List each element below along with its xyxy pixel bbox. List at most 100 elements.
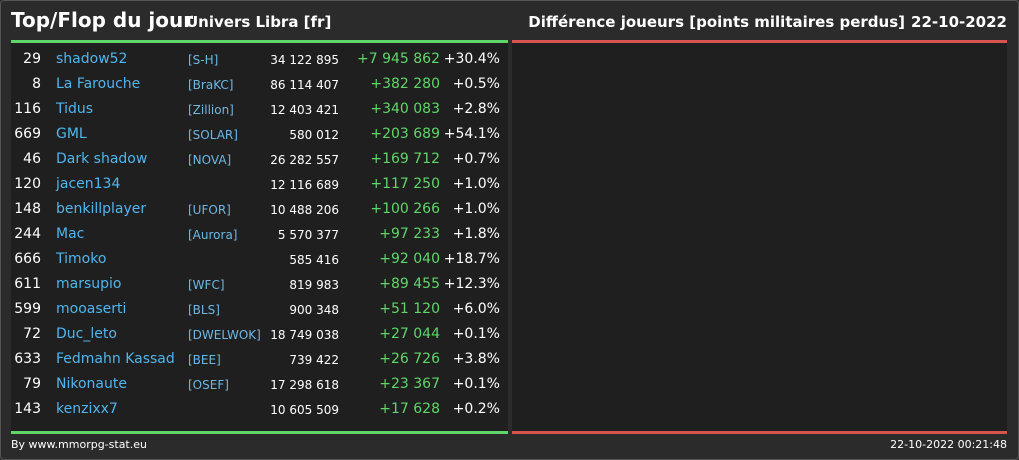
- list-item: 120 jacen134 12 116 689 +117 250 +1.0%: [11, 172, 508, 197]
- percent-change: +0.2%: [452, 401, 500, 417]
- points-difference: +92 040: [379, 251, 440, 267]
- list-item: 116 Tidus [Zillion] 12 403 421 +340 083 +2.8%: [11, 97, 508, 122]
- top-list: 29 shadow52 [S-H] 34 122 895 +7 945 862 +30.4…: [11, 47, 508, 422]
- player-name-link[interactable]: jacen134: [56, 176, 121, 192]
- player-points: 900 348: [289, 303, 339, 317]
- player-rank: 29: [23, 51, 41, 67]
- player-name-link[interactable]: Dark shadow: [56, 151, 148, 167]
- percent-change: +0.5%: [452, 76, 500, 92]
- list-item: 72 Duc_leto [DWELWOK] 18 749 038 +27 044 +0.1…: [11, 322, 508, 347]
- alliance-tag-link[interactable]: [BLS]: [188, 303, 220, 317]
- list-item: 8 La Farouche [BraKC] 86 114 407 +382 280 +0.…: [11, 72, 508, 97]
- player-points: 580 012: [289, 128, 339, 142]
- percent-change: +0.1%: [452, 376, 500, 392]
- player-name-link[interactable]: shadow52: [56, 51, 128, 67]
- flop-panel: [512, 43, 1007, 431]
- list-item: 611 marsupio [WFC] 819 983 +89 455 +12.3%: [11, 272, 508, 297]
- alliance-tag-link[interactable]: [S-H]: [188, 53, 219, 67]
- player-rank: 666: [14, 251, 41, 267]
- player-rank: 8: [32, 76, 41, 92]
- list-item: 669 GML [SOLAR] 580 012 +203 689 +54.1%: [11, 122, 508, 147]
- percent-change: +1.0%: [452, 201, 500, 217]
- list-item: 599 mooaserti [BLS] 900 348 +51 120 +6.0%: [11, 297, 508, 322]
- universe-label: Univers Libra [fr]: [186, 13, 332, 31]
- percent-change: +1.8%: [452, 226, 500, 242]
- footer-credit[interactable]: By www.mmorpg-stat.eu: [11, 438, 147, 451]
- player-name-link[interactable]: GML: [56, 126, 87, 142]
- header: Top/Flop du jour Univers Libra [fr] Diff…: [0, 0, 1019, 40]
- page-title: Top/Flop du jour: [11, 8, 194, 32]
- alliance-tag-link[interactable]: [Aurora]: [188, 228, 238, 242]
- list-item: 79 Nikonaute [OSEF] 17 298 618 +23 367 +0.1%: [11, 372, 508, 397]
- alliance-tag-link[interactable]: [OSEF]: [188, 378, 229, 392]
- percent-change: +2.8%: [452, 101, 500, 117]
- alliance-tag-link[interactable]: [NOVA]: [188, 153, 232, 167]
- alliance-tag-link[interactable]: [UFOR]: [188, 203, 231, 217]
- player-name-link[interactable]: kenzixx7: [56, 401, 118, 417]
- points-difference: +97 233: [379, 226, 440, 242]
- player-points: 86 114 407: [270, 78, 339, 92]
- player-points: 12 403 421: [270, 103, 339, 117]
- alliance-tag-link[interactable]: [BEE]: [188, 353, 221, 367]
- points-difference: +169 712: [370, 151, 440, 167]
- player-points: 12 116 689: [270, 178, 339, 192]
- percent-change: +0.7%: [452, 151, 500, 167]
- list-item: 633 Fedmahn Kassad [BEE] 739 422 +26 726 +3.8…: [11, 347, 508, 372]
- points-difference: +23 367: [379, 376, 440, 392]
- points-difference: +17 628: [379, 401, 440, 417]
- player-points: 17 298 618: [270, 378, 339, 392]
- percent-change: +0.1%: [452, 326, 500, 342]
- player-rank: 143: [14, 401, 41, 417]
- alliance-tag-link[interactable]: [BraKC]: [188, 78, 234, 92]
- list-item: 29 shadow52 [S-H] 34 122 895 +7 945 862 +30.4…: [11, 47, 508, 72]
- player-name-link[interactable]: benkillplayer: [56, 201, 147, 217]
- player-rank: 46: [23, 151, 41, 167]
- player-name-link[interactable]: mooaserti: [56, 301, 127, 317]
- percent-change: +18.7%: [443, 251, 500, 267]
- player-name-link[interactable]: Fedmahn Kassad: [56, 351, 175, 367]
- player-name-link[interactable]: Mac: [56, 226, 85, 242]
- percent-change: +54.1%: [443, 126, 500, 142]
- alliance-tag-link[interactable]: [DWELWOK]: [188, 328, 261, 342]
- points-difference: +117 250: [370, 176, 440, 192]
- alliance-tag-link[interactable]: [WFC]: [188, 278, 225, 292]
- points-difference: +26 726: [379, 351, 440, 367]
- top-panel: [11, 43, 508, 431]
- points-difference: +51 120: [379, 301, 440, 317]
- player-rank: 79: [23, 376, 41, 392]
- player-rank: 116: [14, 101, 41, 117]
- points-difference: +27 044: [379, 326, 440, 342]
- points-difference: +7 945 862: [357, 51, 440, 67]
- percent-change: +3.8%: [452, 351, 500, 367]
- player-name-link[interactable]: Nikonaute: [56, 376, 127, 392]
- alliance-tag-link[interactable]: [SOLAR]: [188, 128, 238, 142]
- player-name-link[interactable]: Duc_leto: [56, 326, 117, 342]
- player-rank: 244: [14, 226, 41, 242]
- player-points: 10 488 206: [270, 203, 339, 217]
- player-name-link[interactable]: La Farouche: [56, 76, 141, 92]
- alliance-tag-link[interactable]: [Zillion]: [188, 103, 234, 117]
- footer-timestamp: 22-10-2022 00:21:48: [890, 438, 1007, 451]
- player-rank: 611: [14, 276, 41, 292]
- list-item: 244 Mac [Aurora] 5 570 377 +97 233 +1.8%: [11, 222, 508, 247]
- percent-change: +30.4%: [443, 51, 500, 67]
- percent-change: +1.0%: [452, 176, 500, 192]
- header-date: 22-10-2022: [911, 13, 1007, 31]
- player-points: 739 422: [289, 353, 339, 367]
- player-rank: 120: [14, 176, 41, 192]
- player-rank: 669: [14, 126, 41, 142]
- list-item: 143 kenzixx7 10 605 509 +17 628 +0.2%: [11, 397, 508, 422]
- points-difference: +203 689: [370, 126, 440, 142]
- player-points: 585 416: [289, 253, 339, 267]
- player-points: 819 983: [289, 278, 339, 292]
- player-name-link[interactable]: Timoko: [56, 251, 107, 267]
- player-points: 5 570 377: [277, 228, 339, 242]
- list-item: 46 Dark shadow [NOVA] 26 282 557 +169 712 +0.…: [11, 147, 508, 172]
- player-name-link[interactable]: Tidus: [56, 101, 94, 117]
- points-difference: +340 083: [370, 101, 440, 117]
- points-difference: +382 280: [370, 76, 440, 92]
- player-name-link[interactable]: marsupio: [56, 276, 122, 292]
- player-points: 18 749 038: [270, 328, 339, 342]
- points-difference: +100 266: [370, 201, 440, 217]
- player-rank: 599: [14, 301, 41, 317]
